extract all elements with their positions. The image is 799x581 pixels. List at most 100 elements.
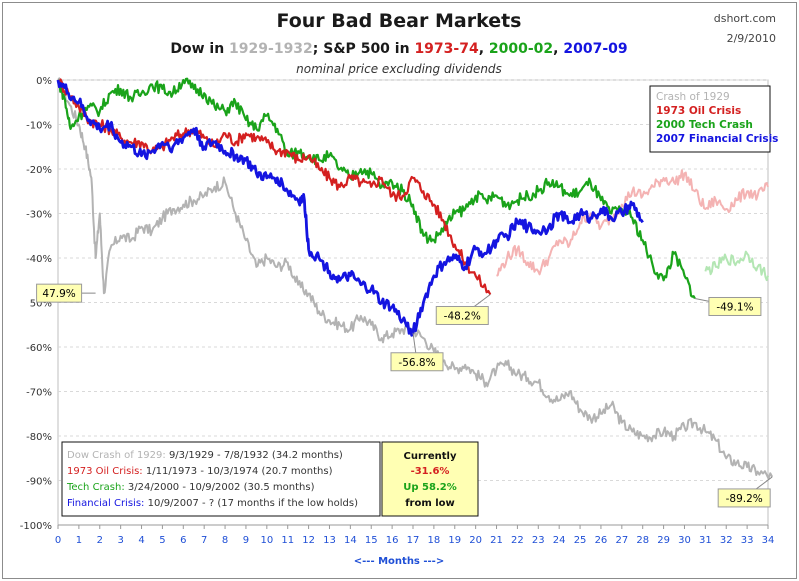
info-detail-tech2000: 3/24/2000 - 10/9/2002 (30.5 months)	[125, 482, 315, 493]
y-tick-label: -100%	[20, 521, 52, 532]
x-tick-label: 21	[490, 535, 503, 546]
y-tick-label: -60%	[26, 343, 52, 354]
callout-box	[36, 283, 83, 303]
y-tick-label: 0%	[36, 76, 52, 87]
info-line-tech2000: Tech Crash: 3/24/2000 - 10/9/2002 (30.5 …	[66, 482, 315, 493]
x-axis-label: <--- Months --->	[354, 556, 444, 567]
x-tick-label: 28	[636, 535, 649, 546]
info-line-fin2007: Financial Crisis: 10/9/2007 - ? (17 mont…	[67, 498, 358, 509]
x-tick-label: 6	[180, 535, 186, 546]
callout-label: 47.9%	[42, 288, 75, 300]
subtitle-part-2: ; S&P 500 in	[313, 41, 415, 57]
x-tick-label: 30	[678, 535, 691, 546]
legend-item-tech2000: 2000 Tech Crash	[656, 119, 753, 131]
y-tick-label: -70%	[26, 388, 52, 399]
series-line-2	[496, 169, 769, 277]
x-tick-label: 11	[281, 535, 294, 546]
callout-box	[717, 488, 771, 508]
series-line-5	[56, 79, 644, 337]
x-tick-label: 33	[741, 535, 754, 546]
x-tick-label: 16	[386, 535, 399, 546]
x-tick-label: 7	[201, 535, 207, 546]
x-tick-label: 12	[302, 535, 315, 546]
x-tick-label: 14	[344, 535, 357, 546]
subtitle-part-1: 1929-1932	[229, 41, 313, 57]
info-detail-fin2007: 10/9/2007 - ? (17 months if the low hold…	[144, 498, 358, 509]
x-tick-label: 19	[448, 535, 461, 546]
y-axis: 0% -10% -20% -30% -40% 50% -60% -70% -80% -90% -10…	[20, 76, 52, 532]
series-line-1	[56, 78, 492, 296]
y-tick-label: -40%	[26, 254, 52, 265]
info-label-crash1929: Dow Crash of 1929:	[67, 450, 166, 461]
y-tick-label: -80%	[26, 432, 52, 443]
x-tick-label: 13	[323, 535, 336, 546]
x-tick-label: 32	[720, 535, 733, 546]
x-tick-label: 1	[76, 535, 82, 546]
chart-note: nominal price excluding dividends	[296, 62, 502, 76]
callout-layer: 47.9% -56.8% -48.2% -49.1% -89.2%	[36, 283, 773, 508]
x-tick-label: 23	[532, 535, 545, 546]
callout-label: -48.2%	[444, 310, 481, 322]
legend-item-oil1973: 1973 Oil Crisis	[656, 105, 741, 117]
legend-item-fin2007: 2007 Financial Crisis	[656, 133, 778, 145]
date-label: 2/9/2010	[727, 32, 776, 45]
subtitle-part-7: 2007-09	[563, 41, 627, 57]
callout-box	[435, 305, 489, 325]
currently-title: Currently	[404, 451, 457, 462]
callout-box	[390, 352, 444, 372]
currently-box	[381, 441, 479, 517]
x-axis: 0 1 2 3 4 5 6 7 8 9 10 11 12 13 14 15 16 17 18 19 20 21 22 23 24…	[55, 524, 774, 546]
series-line-4	[704, 250, 769, 282]
currently-value: -31.6%	[411, 466, 450, 477]
series-line-3	[57, 77, 696, 300]
callout-label: -49.1%	[716, 301, 753, 313]
y-tick-label: -20%	[26, 165, 52, 176]
info-detail-oil1973: 1/11/1973 - 10/3/1974 (20.7 months)	[143, 466, 333, 477]
x-tick-label: 31	[699, 535, 712, 546]
x-tick-label: 24	[553, 535, 566, 546]
x-tick-label: 10	[260, 535, 273, 546]
subtitle-part-6: ,	[553, 41, 563, 57]
chart-subtitle: Dow in 1929-1932; S&P 500 in 1973-74, 20…	[170, 41, 627, 57]
info-label-fin2007: Financial Crisis:	[67, 498, 144, 509]
info-line-crash1929: Dow Crash of 1929: 9/3/1929 - 7/8/1932 (…	[67, 450, 343, 461]
subtitle-part-4: ,	[479, 41, 489, 57]
currently-up: Up 58.2%	[403, 482, 456, 493]
legend: Crash of 1929 1973 Oil Crisis 2000 Tech …	[649, 85, 778, 153]
x-tick-label: 17	[407, 535, 420, 546]
callout-box	[708, 296, 762, 316]
y-tick-label: -90%	[26, 477, 52, 488]
series-line-0	[57, 77, 774, 480]
y-tick-label: -10%	[26, 121, 52, 132]
info-label-tech2000: Tech Crash:	[66, 482, 125, 493]
x-tick-label: 18	[428, 535, 441, 546]
x-tick-label: 2	[97, 535, 103, 546]
x-tick-label: 25	[574, 535, 587, 546]
callout-label: -56.8%	[398, 357, 435, 369]
legend-item-crash1929: Crash of 1929	[656, 91, 730, 103]
x-tick-label: 15	[365, 535, 378, 546]
x-tick-label: 5	[159, 535, 165, 546]
info-box: Dow Crash of 1929: 9/3/1929 - 7/8/1932 (…	[61, 441, 479, 517]
x-tick-label: 22	[511, 535, 524, 546]
y-tick-label: 50%	[30, 299, 52, 310]
x-tick-label: 27	[615, 535, 628, 546]
subtitle-part-3: 1973-74	[414, 41, 479, 57]
chart-title: Four Bad Bear Markets	[277, 10, 522, 32]
x-tick-label: 8	[222, 535, 228, 546]
info-label-oil1973: 1973 Oil Crisis:	[67, 466, 143, 477]
info-line-oil1973: 1973 Oil Crisis: 1/11/1973 - 10/3/1974 (…	[67, 466, 333, 477]
x-tick-label: 20	[469, 535, 482, 546]
series-layer	[56, 77, 774, 480]
info-detail-crash1929: 9/3/1929 - 7/8/1932 (34.2 months)	[166, 450, 343, 461]
x-tick-label: 0	[55, 535, 61, 546]
currently-from: from low	[405, 498, 455, 509]
x-tick-label: 9	[243, 535, 249, 546]
info-box-frame	[61, 441, 381, 517]
x-tick-label: 4	[138, 535, 144, 546]
subtitle-part-0: Dow in	[170, 41, 229, 57]
y-tick-label: -30%	[26, 210, 52, 221]
x-tick-label: 29	[657, 535, 670, 546]
legend-box	[649, 85, 771, 153]
